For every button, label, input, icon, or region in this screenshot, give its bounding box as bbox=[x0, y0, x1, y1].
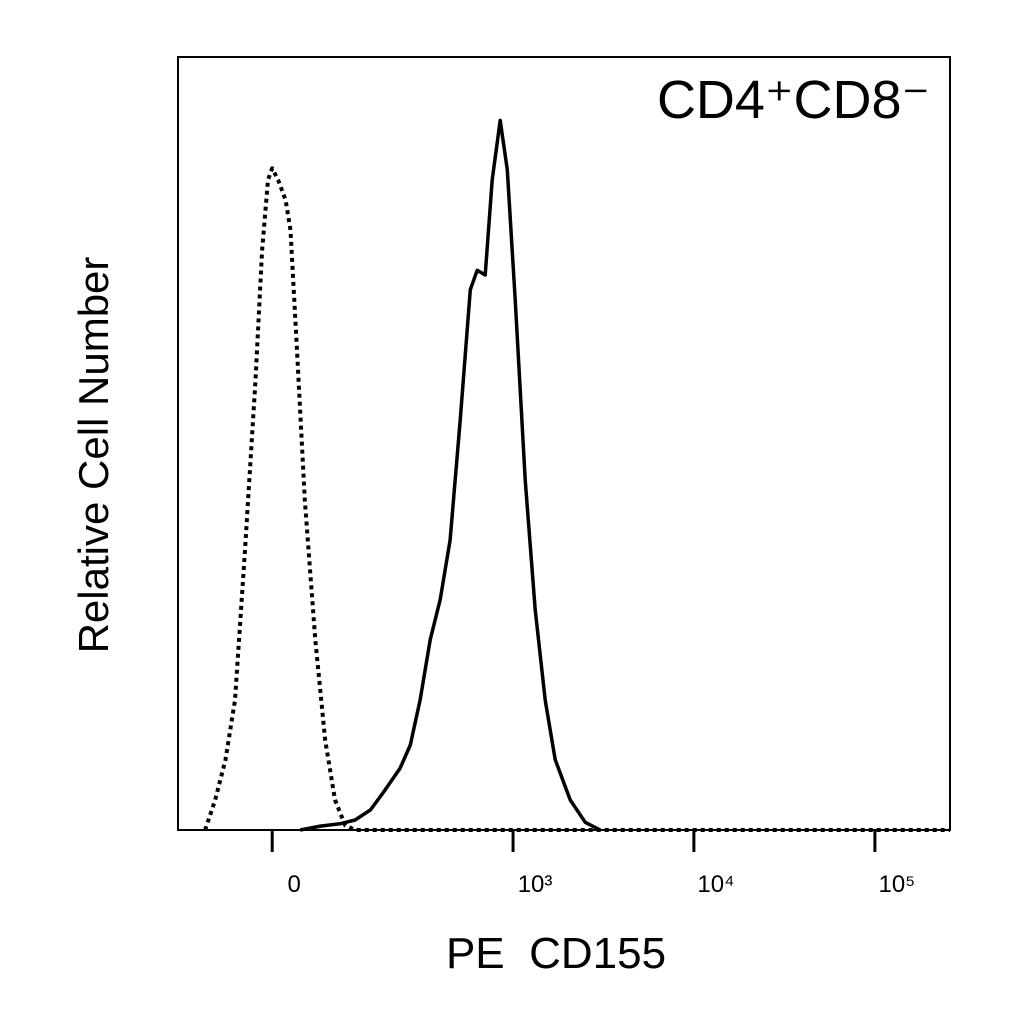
histogram-line bbox=[203, 166, 950, 832]
x-axis-label: PE CD155 bbox=[446, 929, 666, 978]
x-tick-label: 10⁴ bbox=[697, 871, 734, 898]
annotation: CD4⁺CD8⁻ bbox=[657, 70, 930, 130]
histogram-line bbox=[299, 118, 601, 832]
x-tick-label: 10³ bbox=[518, 871, 553, 898]
y-axis-label: Relative Cell Number bbox=[70, 257, 117, 654]
plot-frame bbox=[177, 56, 951, 831]
x-tick-label: 10⁵ bbox=[879, 871, 916, 898]
x-tick-label: 0 bbox=[288, 871, 301, 898]
